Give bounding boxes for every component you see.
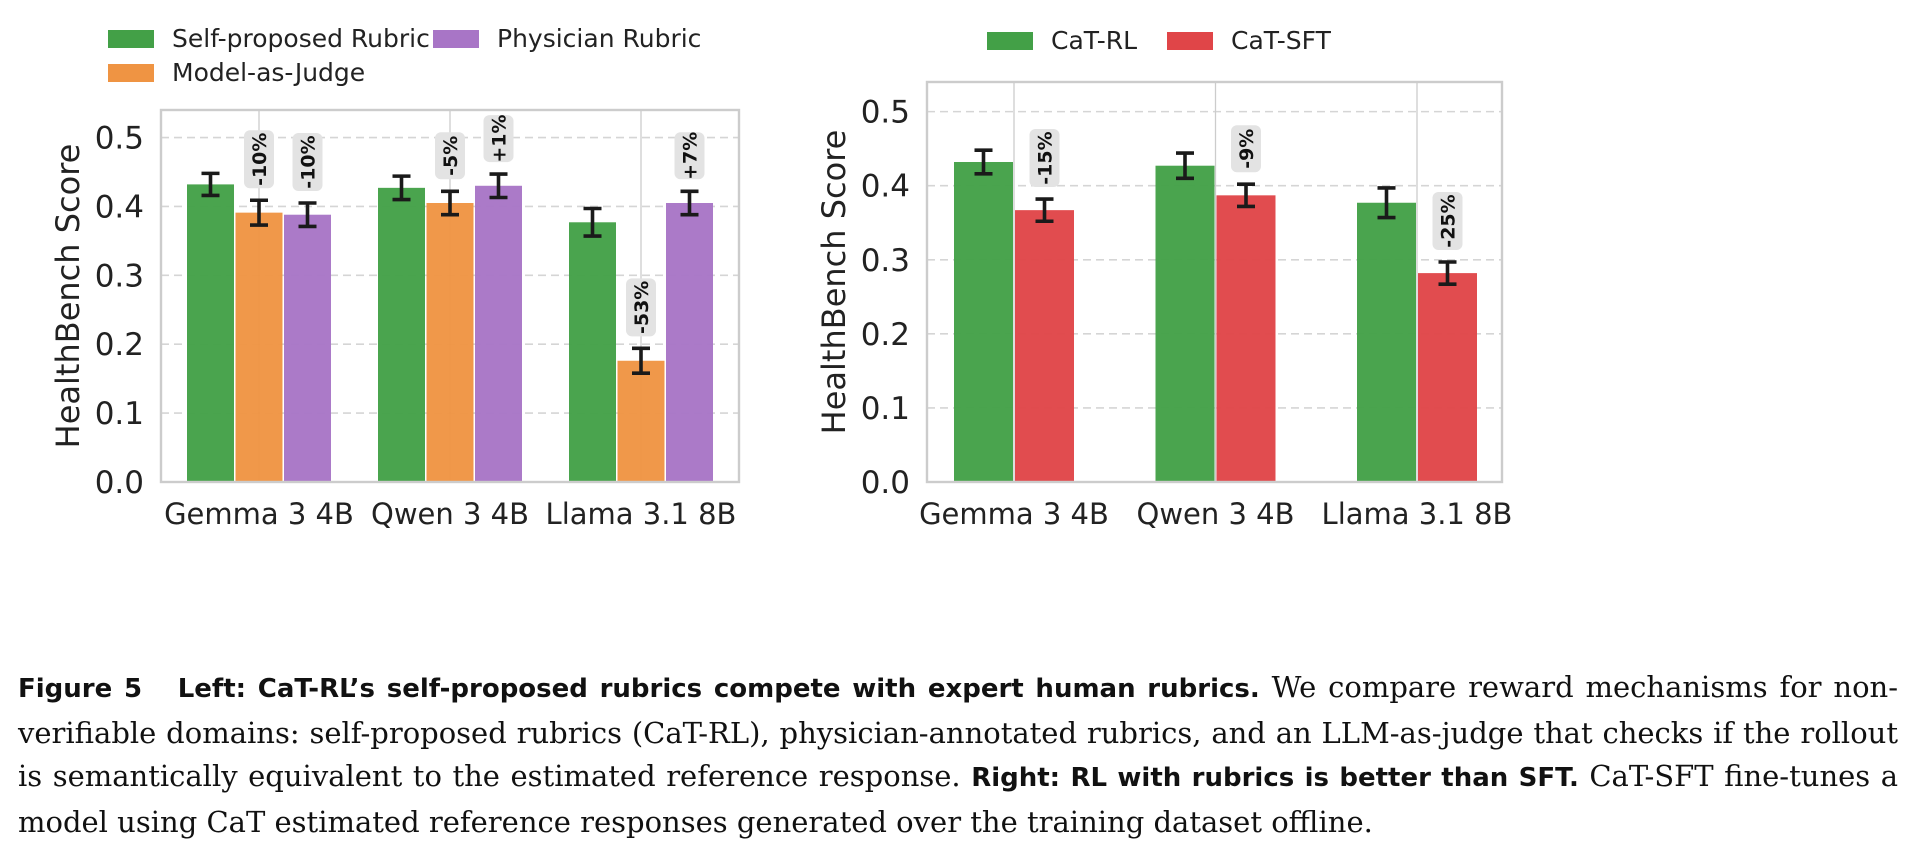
error-bar bbox=[974, 148, 993, 176]
annotation-background bbox=[483, 115, 514, 163]
y-tick-label: 0.3 bbox=[95, 258, 144, 294]
error-bar bbox=[1438, 260, 1457, 287]
annotation-background bbox=[292, 133, 323, 191]
error-bar bbox=[392, 174, 411, 202]
bar bbox=[1216, 195, 1276, 483]
y-tick-label: 0.5 bbox=[861, 95, 910, 131]
bar bbox=[1418, 273, 1477, 482]
y-tick-label: 0.3 bbox=[861, 243, 910, 279]
figure-charts: 0.0 0.1 0.2 0.3 0.4 0.5 -10% -10% -5% +1% -53% +7% G… bbox=[49, 24, 1512, 531]
annotation-label: +1% bbox=[489, 114, 511, 162]
annotation-label: -15% bbox=[1035, 131, 1057, 184]
caption-left-title: Left: CaT-RL’s self-proposed rubrics com… bbox=[177, 674, 1260, 704]
legend-swatch bbox=[108, 64, 154, 82]
annotation-background bbox=[674, 132, 705, 180]
error-bar bbox=[1377, 186, 1396, 220]
bar bbox=[569, 222, 616, 483]
x-tick-label: Qwen 3 4B bbox=[1137, 497, 1295, 531]
annotation-badge: +7% bbox=[674, 132, 705, 180]
legend-label: Physician Rubric bbox=[497, 24, 701, 53]
y-axis-label: HealthBench Score bbox=[815, 130, 853, 435]
annotation-label: +7% bbox=[680, 132, 702, 180]
y-axis-label: HealthBench Score bbox=[49, 144, 87, 449]
bar bbox=[235, 212, 283, 482]
y-tick-label: 0.5 bbox=[95, 121, 144, 157]
x-tick-label: Qwen 3 4B bbox=[371, 497, 529, 531]
annotation-badge: -53% bbox=[626, 278, 656, 337]
annotation-background bbox=[435, 132, 465, 180]
y-tick-label: 0.0 bbox=[861, 465, 910, 501]
plot-frame bbox=[159, 108, 741, 484]
figure-caption: Figure 5 Left: CaT-RL’s self-proposed ru… bbox=[18, 666, 1898, 844]
y-tick-label: 0.2 bbox=[95, 327, 144, 363]
bar bbox=[426, 203, 474, 482]
error-bar bbox=[201, 171, 220, 198]
annotation-label: -53% bbox=[631, 281, 653, 334]
legend-swatch bbox=[108, 30, 154, 48]
annotation-badge: -25% bbox=[1432, 192, 1463, 250]
error-bar bbox=[489, 172, 508, 200]
annotation-label: -10% bbox=[249, 133, 271, 186]
annotation-label: -5% bbox=[440, 136, 462, 176]
legend-label: Model-as-Judge bbox=[172, 58, 365, 87]
error-bar bbox=[250, 198, 268, 227]
y-tick-label: 0.4 bbox=[95, 189, 144, 225]
caption-left-text: We compare reward mechanisms for non-ver… bbox=[18, 670, 1899, 793]
x-tick-label: Gemma 3 4B bbox=[919, 497, 1109, 531]
bar bbox=[284, 214, 331, 482]
annotation-badge: -10% bbox=[292, 133, 323, 191]
y-tick-label: 0.2 bbox=[861, 317, 910, 353]
right-chart: 0.0 0.1 0.2 0.3 0.4 0.5 -15% -9% -25% Gemma 3 4B Q… bbox=[815, 26, 1512, 531]
x-tick-label: Llama 3.1 8B bbox=[546, 497, 737, 531]
legend-swatch bbox=[1167, 32, 1213, 50]
caption-right-title: Right: RL with rubrics is better than SF… bbox=[971, 763, 1579, 793]
annotation-label: -9% bbox=[1236, 129, 1258, 169]
error-bar bbox=[632, 346, 650, 375]
legend-label: Self-proposed Rubric bbox=[172, 24, 430, 53]
bar bbox=[666, 203, 713, 482]
annotation-badge: +1% bbox=[483, 114, 514, 163]
error-bar bbox=[1237, 182, 1255, 209]
annotation-background bbox=[1231, 125, 1261, 173]
annotation-background bbox=[626, 278, 656, 337]
annotation-badge: -9% bbox=[1231, 125, 1261, 173]
bar bbox=[1357, 202, 1416, 483]
legend-label: CaT-RL bbox=[1051, 26, 1137, 55]
annotation-badge: -5% bbox=[435, 132, 465, 180]
bar bbox=[1015, 210, 1074, 483]
legend-swatch bbox=[433, 30, 479, 48]
legend-swatch bbox=[987, 32, 1033, 50]
y-tick-label: 0.4 bbox=[861, 169, 910, 205]
error-bar bbox=[680, 189, 699, 217]
annotation-badge: -15% bbox=[1029, 129, 1060, 188]
bar bbox=[475, 185, 522, 482]
error-bar bbox=[1035, 197, 1054, 224]
bar bbox=[617, 360, 665, 482]
error-bar bbox=[583, 206, 602, 238]
caption-right-text: CaT-SFT fine-tunes a model using CaT est… bbox=[18, 759, 1898, 839]
annotation-background bbox=[244, 130, 274, 189]
y-tick-label: 0.1 bbox=[861, 391, 910, 427]
plot-frame bbox=[925, 80, 1504, 484]
y-tick-label: 0.1 bbox=[95, 396, 144, 432]
annotation-background bbox=[1029, 129, 1060, 188]
bar bbox=[187, 184, 234, 482]
bar bbox=[378, 187, 425, 482]
left-chart: 0.0 0.1 0.2 0.3 0.4 0.5 -10% -10% -5% +1% -53% +7% G… bbox=[49, 24, 741, 531]
annotation-label: -10% bbox=[298, 135, 320, 188]
error-bar bbox=[1176, 151, 1194, 181]
annotation-badge: -10% bbox=[244, 130, 274, 189]
x-tick-label: Llama 3.1 8B bbox=[1322, 497, 1513, 531]
caption-label: Figure 5 bbox=[18, 674, 143, 704]
legend-label: CaT-SFT bbox=[1231, 26, 1332, 55]
x-tick-label: Gemma 3 4B bbox=[164, 497, 354, 531]
annotation-background bbox=[1432, 192, 1463, 250]
error-bar bbox=[441, 189, 459, 217]
annotation-label: -25% bbox=[1438, 194, 1460, 247]
error-bar bbox=[298, 201, 317, 229]
bar bbox=[1155, 165, 1215, 482]
bar bbox=[954, 162, 1013, 482]
y-tick-label: 0.0 bbox=[95, 465, 144, 501]
